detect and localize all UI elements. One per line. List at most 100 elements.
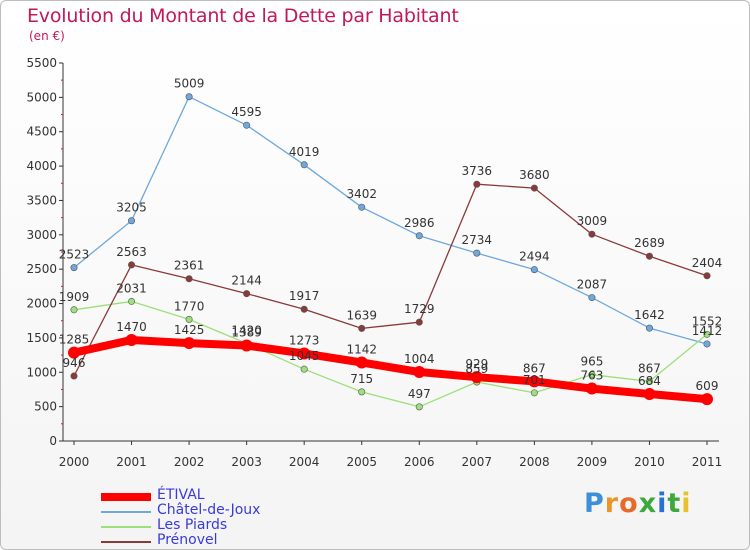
series-point [473,249,481,257]
x-tick-label: 2007 [462,455,493,469]
legend-swatch [101,526,151,528]
data-label: 3205 [116,201,147,215]
data-label: 609 [696,379,719,393]
series-point [701,393,713,406]
series-point [355,356,368,369]
data-label: 497 [408,387,431,401]
x-tick-label: 2006 [404,455,435,469]
data-label: 2087 [577,278,608,292]
data-label: 1045 [289,349,320,363]
data-label: 1389 [231,326,262,340]
legend-swatch [101,511,151,513]
data-label: 2031 [116,281,147,295]
series-point [300,305,308,313]
data-label: 929 [465,357,488,371]
data-label: 1729 [404,302,435,316]
data-label: 2494 [519,250,550,264]
legend-label: ÉTIVAL [157,487,205,503]
x-tick-label: 2004 [289,455,320,469]
series-point [70,372,78,380]
y-tick-label: 0 [49,434,57,448]
series-point [703,330,711,338]
chart-subtitle: (en €) [29,29,65,43]
series-point [240,339,253,352]
series-point [243,290,251,298]
data-label: 867 [638,361,661,375]
data-label: 2734 [462,233,493,247]
data-label: 2563 [116,245,147,259]
data-label: 1420 [231,323,262,337]
y-tick-label: 3000 [26,228,57,242]
data-label: 1470 [116,320,147,334]
data-label: 2986 [404,216,435,230]
data-label: 1285 [59,333,90,347]
series-point [473,180,481,188]
logo-letter: i [657,488,668,519]
series-point [68,346,80,359]
series-point [358,388,366,396]
series-point [128,297,136,305]
series-point [530,389,538,397]
logo-letter: o [619,488,639,519]
series-point [300,161,308,169]
data-label: 859 [465,362,488,376]
data-label: 684 [638,374,661,388]
series-line [73,183,708,377]
data-label: 1412 [692,324,723,338]
series-point [530,266,538,274]
y-tick-label: 5500 [26,56,57,70]
y-tick-label: 2000 [26,297,57,311]
series-point [530,184,538,192]
data-label: 1642 [634,308,665,322]
data-label: 1142 [346,343,377,357]
data-label: 2689 [634,236,665,250]
series-point [70,264,78,272]
series-point [358,324,366,332]
logo-letter: r [604,488,620,519]
series-point [183,337,196,350]
data-label: 1425 [174,323,205,337]
legend-label: Les Piards [157,517,228,533]
data-label: 3402 [346,187,377,201]
y-tick-label: 4000 [26,159,57,173]
data-label: 1639 [346,308,377,322]
data-label: 1917 [289,289,320,303]
y-tick-label: 1000 [26,365,57,379]
data-label: 3736 [462,164,493,178]
data-label: 1909 [59,290,90,304]
logo-letter: t [667,488,682,519]
data-label: 715 [350,372,373,386]
series-point [415,403,423,411]
data-label: 867 [523,361,546,375]
x-tick-label: 2000 [59,455,90,469]
x-tick-label: 2009 [577,455,608,469]
series-point [703,272,711,280]
series-point [643,387,656,400]
data-label: 763 [580,369,603,383]
proxiti-logo: Proxiti [584,488,692,519]
x-tick-label: 2001 [116,455,147,469]
data-label: 3680 [519,168,550,182]
y-tick-label: 1500 [26,331,57,345]
series-point [413,365,426,378]
series-line [73,96,708,345]
y-tick-label: 5000 [26,90,57,104]
series-point [588,230,596,238]
data-label: 946 [63,356,86,370]
data-label: 1004 [404,352,435,366]
data-label: 5009 [174,77,205,91]
data-label: 2404 [692,256,723,270]
series-point [645,324,653,332]
data-label: 2361 [174,259,205,273]
series-point [243,121,251,129]
series-point [185,93,193,101]
series-point [645,252,653,260]
data-label: 1552 [692,314,723,328]
series-point [415,232,423,240]
x-tick-label: 2003 [231,455,262,469]
series-point [645,377,653,385]
legend-swatch [101,541,151,543]
legend-label: Châtel-de-Joux [157,502,261,518]
